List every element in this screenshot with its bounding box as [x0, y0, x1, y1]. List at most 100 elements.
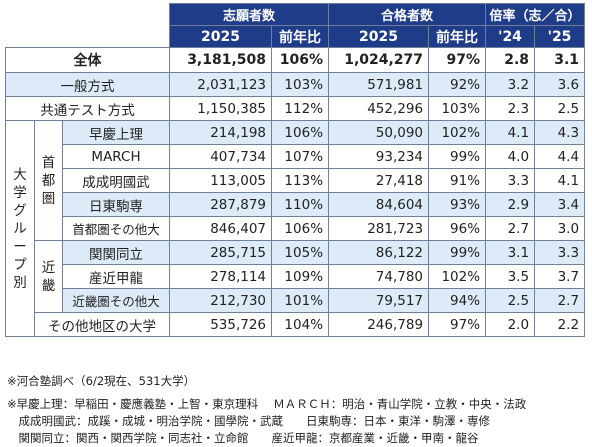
passers-yoy: 102%: [428, 120, 487, 145]
ratio-2025: 2.2: [534, 312, 586, 337]
applicants-2025: 113,005: [169, 168, 273, 193]
row-label: 日東駒専: [61, 192, 171, 217]
table-row: 首都圏その他大 846,407 106% 281,723 96% 2.7 3.0: [6, 216, 586, 241]
passers-yoy: 99%: [428, 240, 487, 265]
passers-yoy: 96%: [428, 216, 487, 241]
passers-2025: 74,780: [328, 264, 430, 289]
applicants-yoy: 107%: [271, 144, 330, 169]
region-label-text: 首都圏: [41, 154, 56, 207]
applicants-yoy: 104%: [271, 312, 330, 337]
ratio-2024: 2.3: [485, 96, 536, 121]
applicants-yoy: 109%: [271, 264, 330, 289]
row-label: 早慶上理: [61, 120, 171, 145]
applicants-2025: 1,150,385: [169, 96, 273, 121]
applicants-yoy: 106%: [271, 120, 330, 145]
ratio-2024: 4.0: [485, 144, 536, 169]
ratio-2025: 3.3: [534, 240, 586, 265]
table-row: 近畿圏その他大 212,730 101% 79,517 94% 2.5 2.7: [6, 288, 586, 313]
header-yoy-applicants: 前年比: [271, 25, 330, 48]
ratio-2025: 2.7: [534, 288, 586, 313]
applicants-2025: 535,726: [169, 312, 273, 337]
passers-2025: 246,789: [328, 312, 430, 337]
passers-yoy: 97%: [428, 47, 487, 73]
ratio-2024: 3.1: [485, 240, 536, 265]
header-ratio-2025: '25: [534, 25, 586, 48]
ratio-2024: 2.0: [485, 312, 536, 337]
passers-2025: 571,981: [328, 72, 430, 97]
footnote-line-2: 成成明國武：成蹊・成城・明治学院・國學院・武蔵 日東駒専：日本・東洋・駒澤・専修: [7, 414, 490, 428]
passers-2025: 281,723: [328, 216, 430, 241]
passers-yoy: 97%: [428, 312, 487, 337]
passers-2025: 50,090: [328, 120, 430, 145]
row-label: 共通テスト方式: [4, 96, 171, 121]
region-label-text: 近畿: [41, 259, 56, 294]
admissions-table: 志願者数 合格者数 倍率（志／合） 2025 前年比 2025 前年比 '24 …: [4, 3, 586, 337]
applicants-yoy: 103%: [271, 72, 330, 97]
table-row: MARCH 407,734 107% 93,234 99% 4.0 4.4: [6, 144, 586, 169]
ratio-2024: 4.1: [485, 120, 536, 145]
passers-yoy: 93%: [428, 192, 487, 217]
applicants-2025: 278,114: [169, 264, 273, 289]
applicants-2025: 214,198: [169, 120, 273, 145]
passers-yoy: 103%: [428, 96, 487, 121]
passers-2025: 93,234: [328, 144, 430, 169]
applicants-yoy: 106%: [271, 47, 330, 73]
ratio-2024: 2.9: [485, 192, 536, 217]
passers-yoy: 94%: [428, 288, 487, 313]
footnote-line-3: 関関同立：関西・関西学院・同志社・立命館 産近甲龍：京都産業・近畿・甲南・龍谷: [7, 431, 479, 445]
header-yoy-passers: 前年比: [428, 25, 487, 48]
applicants-2025: 846,407: [169, 216, 273, 241]
ratio-2025: 3.1: [534, 47, 586, 73]
table-row-total: 全体 3,181,508 106% 1,024,277 97% 2.8 3.1: [4, 47, 586, 73]
ratio-2025: 3.0: [534, 216, 586, 241]
applicants-2025: 2,031,123: [169, 72, 273, 97]
passers-2025: 27,418: [328, 168, 430, 193]
table-row: 成成明國武 113,005 113% 27,418 91% 3.3 4.1: [6, 168, 586, 193]
applicants-2025: 212,730: [169, 288, 273, 313]
row-label: MARCH: [61, 144, 171, 169]
table-row: その他地区の大学 535,726 104% 246,789 97% 2.0 2.…: [6, 312, 586, 337]
passers-2025: 1,024,277: [328, 47, 430, 73]
applicants-yoy: 105%: [271, 240, 330, 265]
row-label: 成成明國武: [61, 168, 171, 193]
ratio-2025: 4.3: [534, 120, 586, 145]
region-label-kinki: 近畿: [34, 240, 63, 313]
passers-yoy: 102%: [428, 264, 487, 289]
applicants-yoy: 112%: [271, 96, 330, 121]
group-label-text: 大学グループ別: [13, 166, 27, 291]
table-row: 一般方式 2,031,123 103% 571,981 92% 3.2 3.6: [4, 72, 586, 97]
ratio-2025: 3.4: [534, 192, 586, 217]
table-row: 産近甲龍 278,114 109% 74,780 102% 3.5 3.7: [6, 264, 586, 289]
corner-cell: [4, 3, 171, 48]
table-row: 共通テスト方式 1,150,385 112% 452,296 103% 2.3 …: [4, 96, 586, 121]
ratio-2024: 2.8: [485, 47, 536, 73]
region-label-shutoken: 首都圏: [34, 120, 63, 241]
source-note: ※河合塾調べ（6/2現在、531大学）: [7, 374, 196, 388]
header-applicants: 志願者数: [169, 3, 330, 26]
ratio-2025: 2.5: [534, 96, 586, 121]
row-label: 関関同立: [61, 240, 171, 265]
passers-2025: 452,296: [328, 96, 430, 121]
ratio-2024: 3.2: [485, 72, 536, 97]
row-label: 全体: [4, 47, 171, 73]
passers-yoy: 91%: [428, 168, 487, 193]
passers-2025: 84,604: [328, 192, 430, 217]
ratio-2025: 4.1: [534, 168, 586, 193]
passers-yoy: 99%: [428, 144, 487, 169]
ratio-2024: 2.5: [485, 288, 536, 313]
table-row: 日東駒専 287,879 110% 84,604 93% 2.9 3.4: [6, 192, 586, 217]
header-ratio: 倍率（志／合）: [485, 3, 586, 26]
footnote-line-1: ※早慶上理：早稲田・慶應義塾・上智・東京理科 ＭＡＲＣＨ：明治・青山学院・立教・…: [7, 397, 527, 411]
ratio-2025: 4.4: [534, 144, 586, 169]
table-row: 近畿 関関同立 285,715 105% 86,122 99% 3.1 3.3: [6, 240, 586, 313]
applicants-2025: 285,715: [169, 240, 273, 265]
applicants-yoy: 113%: [271, 168, 330, 193]
ratio-2024: 2.7: [485, 216, 536, 241]
header-year-applicants: 2025: [169, 25, 273, 48]
header-ratio-2024: '24: [485, 25, 536, 48]
row-label: 首都圏その他大: [61, 216, 171, 241]
table-row: 大学グループ別 首都圏 早慶上理 214,198 106% 50,090 102…: [5, 120, 586, 337]
passers-2025: 86,122: [328, 240, 430, 265]
row-label: その他地区の大学: [33, 312, 171, 337]
applicants-yoy: 110%: [271, 192, 330, 217]
